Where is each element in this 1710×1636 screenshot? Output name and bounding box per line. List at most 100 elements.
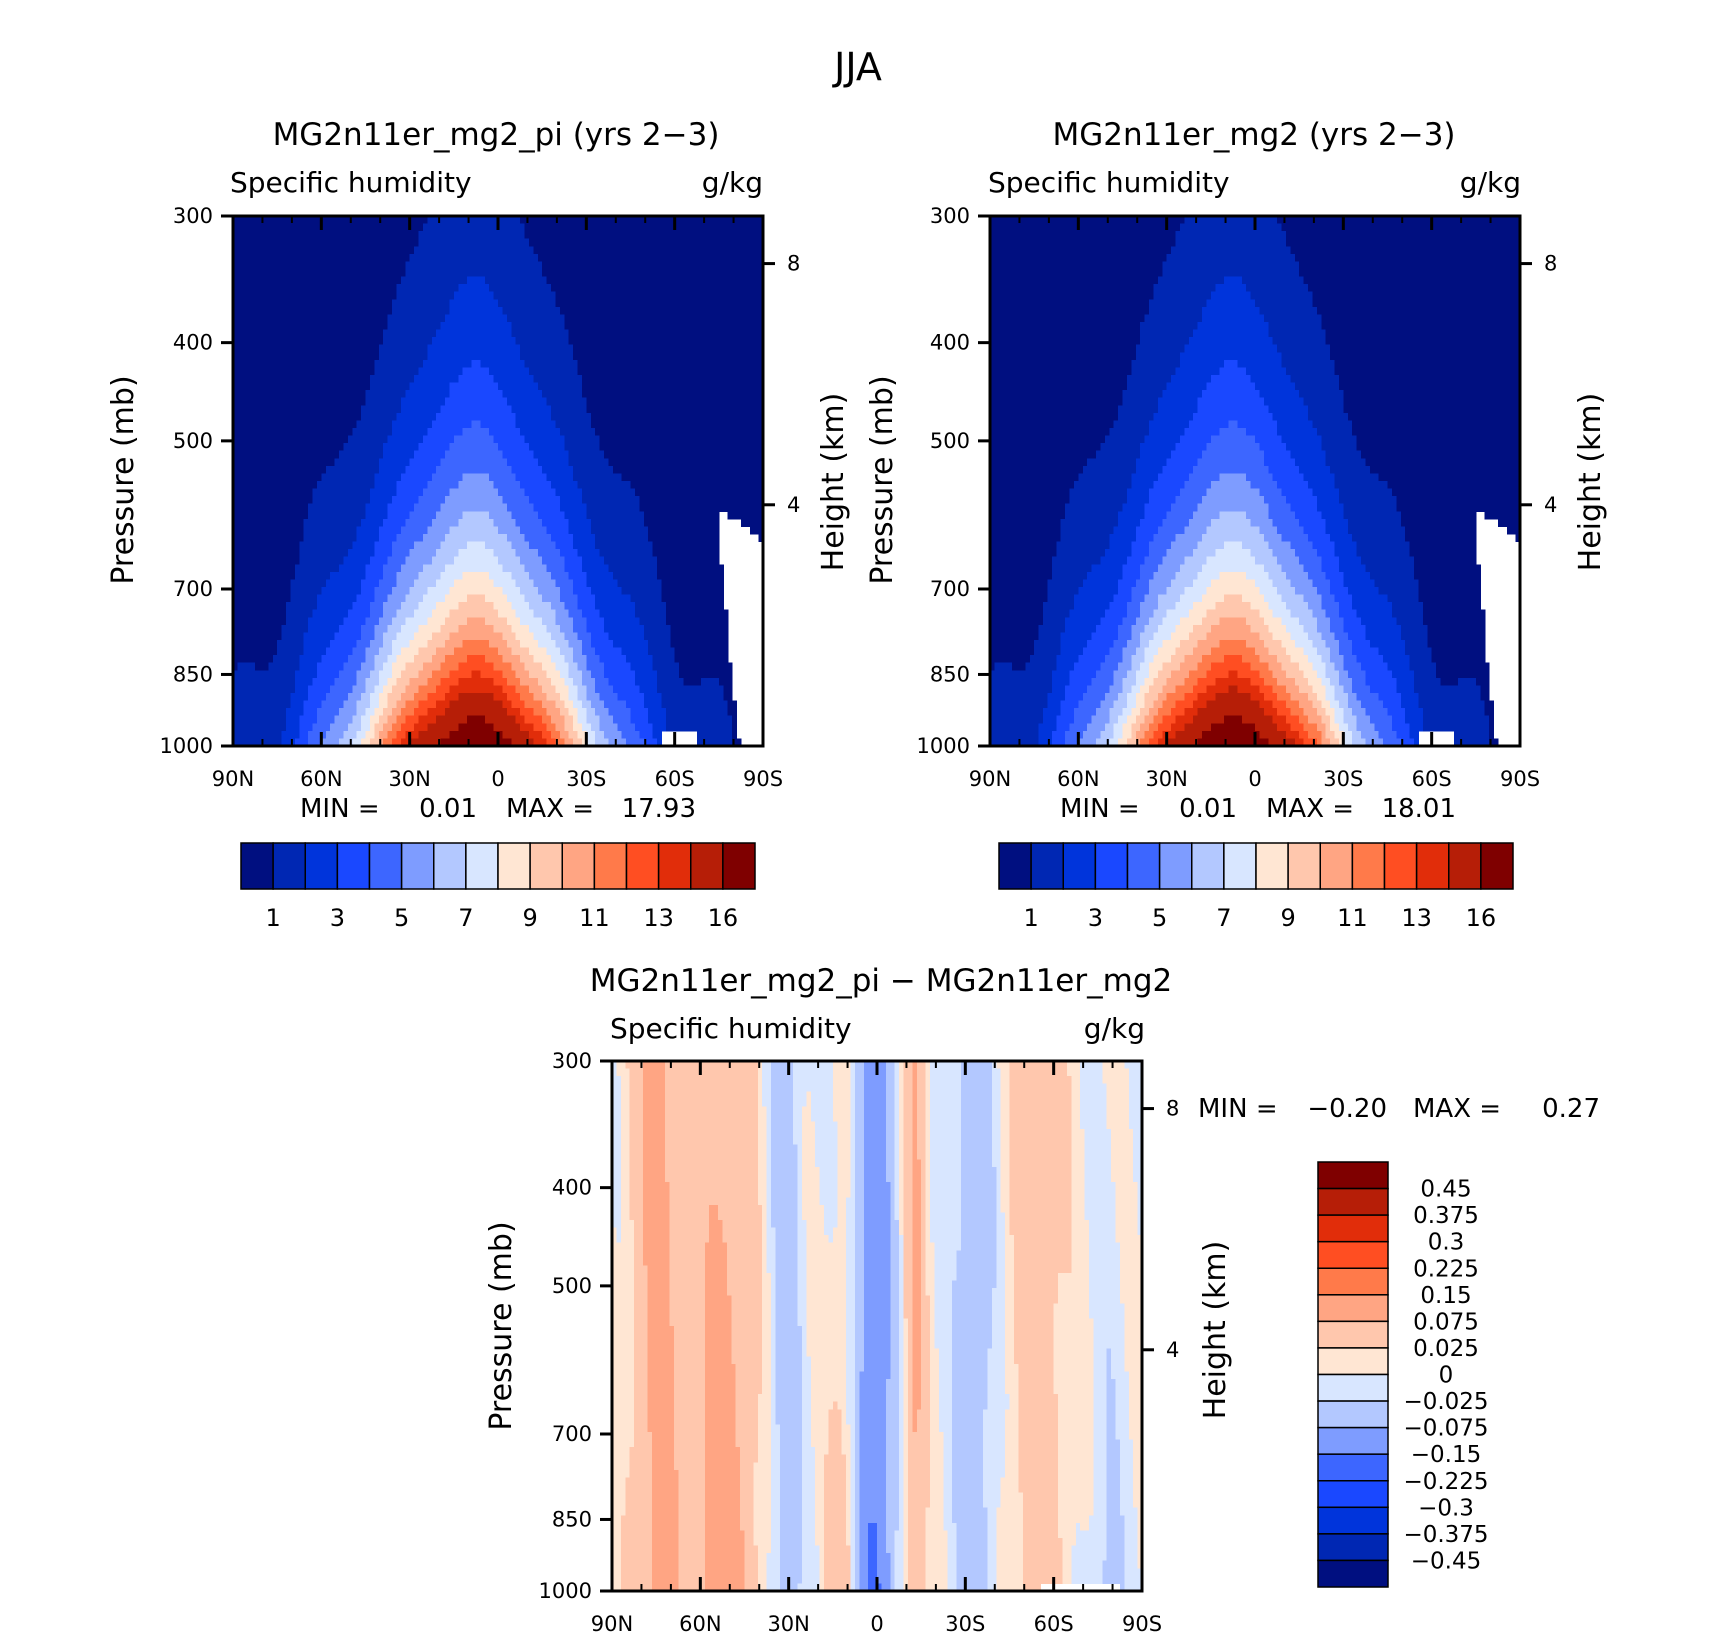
panel-difference-colorbar-box	[1318, 1507, 1388, 1534]
panel-left-colorbar-label: 9	[522, 904, 537, 932]
panel-difference-right-axis-label: Height (km)	[1198, 1241, 1233, 1420]
panel-right-x-tick-label: 30N	[1145, 767, 1187, 791]
panel-left-y-tick-label: 300	[173, 204, 213, 228]
panel-difference-y-tick-label: 700	[552, 1422, 592, 1446]
panel-left-colorbar-box	[594, 843, 626, 889]
panel-difference-right-tick-label: 4	[1166, 1338, 1179, 1362]
panel-right-x-tick-label: 0	[1248, 767, 1261, 791]
panel-right-colorbar-label: 1	[1023, 904, 1038, 932]
panel-left-x-tick-label: 30N	[388, 767, 430, 791]
panel-right-y-tick-label: 400	[930, 331, 970, 355]
panel-right-colorbar-label: 5	[1152, 904, 1167, 932]
panel-difference-x-tick-label: 60S	[1034, 1612, 1074, 1636]
panel-left-colorbar-box	[723, 843, 755, 889]
panel-difference-x-tick-label: 0	[870, 1612, 883, 1636]
panel-difference-colorbar-label: −0.375	[1403, 1522, 1488, 1548]
panel-difference-x-tick-label: 30S	[945, 1612, 985, 1636]
panel-left-colorbar-label: 1	[265, 904, 280, 932]
panel-right-right-axis-label: Height (km)	[1573, 393, 1608, 572]
panel-difference-colorbar-label: 0.225	[1413, 1256, 1479, 1282]
panel-right-colorbar-box	[999, 843, 1031, 889]
panel-left-colorbar-box	[305, 843, 337, 889]
panel-right-contour-field	[990, 216, 1521, 747]
panel-right-colorbar-box	[1417, 843, 1449, 889]
panel-right-right-tick-label: 8	[1544, 252, 1557, 276]
panel-right-units-label: g/kg	[1460, 166, 1521, 199]
panel-right-y-tick-label: 850	[930, 662, 970, 686]
panel-difference-x-tick-label: 30N	[767, 1612, 809, 1636]
panel-right-x-tick-label: 60N	[1057, 767, 1099, 791]
panel-difference-colorbar-label: −0.15	[1411, 1442, 1481, 1468]
panel-difference-colorbar-label: −0.075	[1403, 1416, 1488, 1442]
panel-left-colorbar-box	[691, 843, 723, 889]
panel-left-x-tick-label: 90S	[743, 767, 783, 791]
panel-left-right-tick-label: 8	[787, 252, 800, 276]
panel-right-y-tick-label: 1000	[917, 734, 970, 758]
panel-difference-colorbar-box	[1318, 1348, 1388, 1375]
panel-left-y-tick-label: 500	[173, 429, 213, 453]
panel-difference-colorbar-box	[1318, 1481, 1388, 1508]
panel-left: MG2n11er_mg2_pi (yrs 2−3) Specific humid…	[106, 117, 851, 932]
figure-title: JJA	[832, 45, 882, 89]
panel-difference-colorbar-label: −0.225	[1403, 1469, 1488, 1495]
panel-left-right-tick-label: 4	[787, 493, 800, 517]
panel-left-x-tick-label: 60S	[655, 767, 695, 791]
panel-difference-colorbar-box	[1318, 1215, 1388, 1242]
panel-left-max-label: MAX =	[506, 794, 594, 824]
panel-left-y-tick-label: 1000	[160, 734, 213, 758]
panel-right-min-label: MIN =	[1060, 794, 1140, 824]
panel-difference-colorbar-box	[1318, 1401, 1388, 1428]
panel-right-y-tick-label: 300	[930, 204, 970, 228]
panel-left-x-tick-label: 60N	[300, 767, 342, 791]
panel-right-colorbar-box	[1385, 843, 1417, 889]
panel-left-colorbar-label: 11	[579, 904, 610, 932]
panel-right-colorbar-box	[1160, 843, 1192, 889]
panel-right-max-value: 18.01	[1382, 794, 1456, 824]
panel-difference-colorbar-label: 0.075	[1413, 1309, 1479, 1335]
panel-right-colorbar-label: 3	[1088, 904, 1103, 932]
panel-right-colorbar-label: 13	[1401, 904, 1432, 932]
panel-right-colorbar-box	[1352, 843, 1384, 889]
panel-difference-y-axis-label: Pressure (mb)	[484, 1221, 519, 1430]
panel-left-colorbar-box	[466, 843, 498, 889]
panel-right-colorbar-box	[1031, 843, 1063, 889]
panel-right-colorbar-box	[1128, 843, 1160, 889]
panel-difference-colorbar-box	[1318, 1428, 1388, 1455]
panel-difference-min-value: −0.20	[1307, 1094, 1387, 1124]
panel-right-colorbar-box	[1320, 843, 1352, 889]
panel-difference-y-tick-label: 400	[552, 1176, 592, 1200]
panel-difference-y-tick-label: 850	[552, 1507, 592, 1531]
panel-left-colorbar-label: 16	[708, 904, 739, 932]
panel-difference-y-tick-label: 500	[552, 1274, 592, 1298]
panel-left-contour-field	[233, 216, 764, 747]
panel-difference-x-tick-label: 90N	[591, 1612, 633, 1636]
panel-difference-colorbar: 0.450.3750.30.2250.150.0750.0250−0.025−0…	[1318, 1162, 1489, 1587]
panel-difference-colorbar-label: 0.3	[1428, 1230, 1465, 1256]
panel-left-colorbar-box	[530, 843, 562, 889]
panel-difference-right-tick-label: 8	[1166, 1097, 1179, 1121]
panel-left-colorbar-label: 5	[394, 904, 409, 932]
panel-right-x-tick-label: 90N	[969, 767, 1011, 791]
panel-right-variable-label: Specific humidity	[988, 166, 1230, 199]
panel-difference-max-value: 0.27	[1542, 1094, 1600, 1124]
panel-left-y-axis-label: Pressure (mb)	[106, 375, 141, 584]
panel-difference-colorbar-box	[1318, 1375, 1388, 1402]
panel-left-colorbar-box	[562, 843, 594, 889]
panel-right-max-label: MAX =	[1266, 794, 1354, 824]
panel-right-colorbar-box	[1481, 843, 1513, 889]
panel-difference-colorbar-label: 0.45	[1420, 1177, 1471, 1203]
panel-left-x-tick-label: 30S	[566, 767, 606, 791]
panel-right-colorbar-label: 7	[1216, 904, 1231, 932]
panel-left-colorbar-label: 13	[643, 904, 674, 932]
panel-right-y-tick-label: 700	[930, 577, 970, 601]
panel-left-y-tick-label: 400	[173, 331, 213, 355]
panel-right-colorbar-box	[1192, 843, 1224, 889]
panel-difference-x-tick-label: 60N	[679, 1612, 721, 1636]
panel-right-colorbar-label: 11	[1337, 904, 1368, 932]
panel-difference-colorbar-label: −0.45	[1411, 1548, 1481, 1574]
panel-difference-colorbar-box	[1318, 1454, 1388, 1481]
panel-left-colorbar-box	[241, 843, 273, 889]
panel-left-colorbar-box	[402, 843, 434, 889]
panel-left-x-tick-label: 0	[491, 767, 504, 791]
